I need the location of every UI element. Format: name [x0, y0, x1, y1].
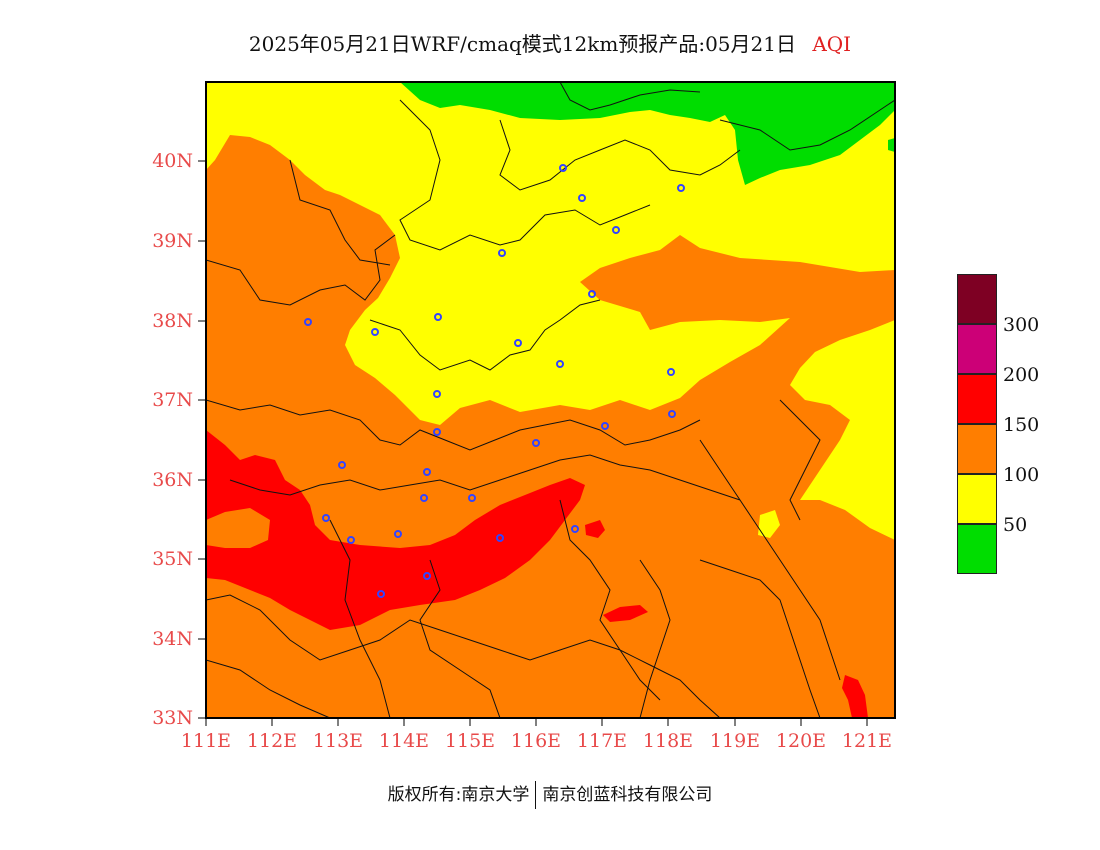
lat-tick-34n: 34N: [152, 628, 193, 650]
station-marker: [559, 164, 567, 172]
station-marker: [556, 360, 564, 368]
station-marker: [532, 439, 540, 447]
station-marker: [423, 468, 431, 476]
lat-tick-40n: 40N: [152, 150, 193, 172]
legend-swatch-moderate: [957, 474, 997, 524]
station-marker: [571, 525, 579, 533]
legend-swatch-unhealthy: [957, 374, 997, 424]
legend-swatch-very-unhealthy: [957, 324, 997, 374]
station-marker: [498, 249, 506, 257]
lon-tick-116e: 116E: [510, 730, 562, 752]
aqi-region-red-band: [206, 430, 585, 630]
station-marker: [377, 590, 385, 598]
legend-label-150: 150: [1003, 414, 1040, 436]
legend-label-300: 300: [1003, 314, 1040, 336]
station-marker: [347, 536, 355, 544]
lat-tick-36n: 36N: [152, 469, 193, 491]
aqi-region-orange-in-red: [206, 508, 270, 548]
aqi-region-green-east-patch: [888, 138, 895, 152]
aqi-region-yellow-coast-patch: [758, 510, 780, 538]
lon-tick-117e: 117E: [576, 730, 628, 752]
copyright-right: 南京创蓝科技有限公司: [542, 785, 713, 805]
lat-tick-35n: 35N: [152, 548, 193, 570]
station-marker: [434, 313, 442, 321]
legend-swatch-unhealthy-sensitive: [957, 424, 997, 474]
lat-tick-39n: 39N: [152, 230, 193, 252]
title-variable: AQI: [812, 32, 852, 56]
station-marker: [668, 410, 676, 418]
station-marker: [322, 514, 330, 522]
aqi-region-yellow-east: [790, 320, 895, 540]
station-markers: [304, 164, 685, 598]
station-marker: [433, 428, 441, 436]
station-marker: [304, 318, 312, 326]
aqi-region-green-north: [400, 82, 895, 185]
lon-tick-118e: 118E: [642, 730, 694, 752]
legend-swatch-hazardous: [957, 274, 997, 324]
aqi-region-red-small-south: [603, 605, 648, 622]
lon-tick-114e: 114E: [378, 730, 430, 752]
station-marker: [677, 184, 685, 192]
lon-tick-120e: 120E: [775, 730, 827, 752]
station-marker: [601, 422, 609, 430]
station-marker: [394, 530, 402, 538]
aqi-region-yellow-north: [206, 82, 895, 425]
station-marker: [514, 339, 522, 347]
station-marker: [578, 194, 586, 202]
lon-tick-121e: 121E: [841, 730, 893, 752]
aqi-region-red-southeast: [842, 675, 868, 718]
legend-label-100: 100: [1003, 464, 1040, 486]
lon-tick-115e: 115E: [444, 730, 496, 752]
boundary-lines: [206, 82, 895, 718]
lat-tick-33n: 33N: [152, 707, 193, 729]
station-marker: [468, 494, 476, 502]
station-marker: [433, 390, 441, 398]
copyright-footer: 版权所有:南京大学 南京创蓝科技有限公司: [0, 780, 1100, 809]
station-marker: [667, 368, 675, 376]
station-marker: [338, 461, 346, 469]
aqi-region-red-small-east: [585, 520, 605, 538]
legend-swatch-good: [957, 524, 997, 574]
station-marker: [496, 534, 504, 542]
lon-tick-111e: 111E: [180, 730, 232, 752]
axis-ticks: [198, 160, 868, 726]
lon-tick-112e: 112E: [246, 730, 298, 752]
legend-label-50: 50: [1003, 514, 1028, 536]
copyright-left: 版权所有:南京大学: [387, 785, 530, 805]
lon-tick-113e: 113E: [312, 730, 364, 752]
title-main: 2025年05月21日WRF/cmaq模式12km预报产品:05月21日: [248, 32, 796, 56]
lon-tick-119e: 119E: [709, 730, 761, 752]
station-marker: [371, 328, 379, 336]
lat-tick-38n: 38N: [152, 310, 193, 332]
station-marker: [423, 572, 431, 580]
station-marker: [420, 494, 428, 502]
station-marker: [612, 226, 620, 234]
legend-label-200: 200: [1003, 364, 1040, 386]
map-title: 2025年05月21日WRF/cmaq模式12km预报产品:05月21日 AQI: [0, 28, 1100, 57]
footer-separator: [535, 781, 537, 809]
lat-tick-37n: 37N: [152, 389, 193, 411]
station-marker: [588, 290, 596, 298]
